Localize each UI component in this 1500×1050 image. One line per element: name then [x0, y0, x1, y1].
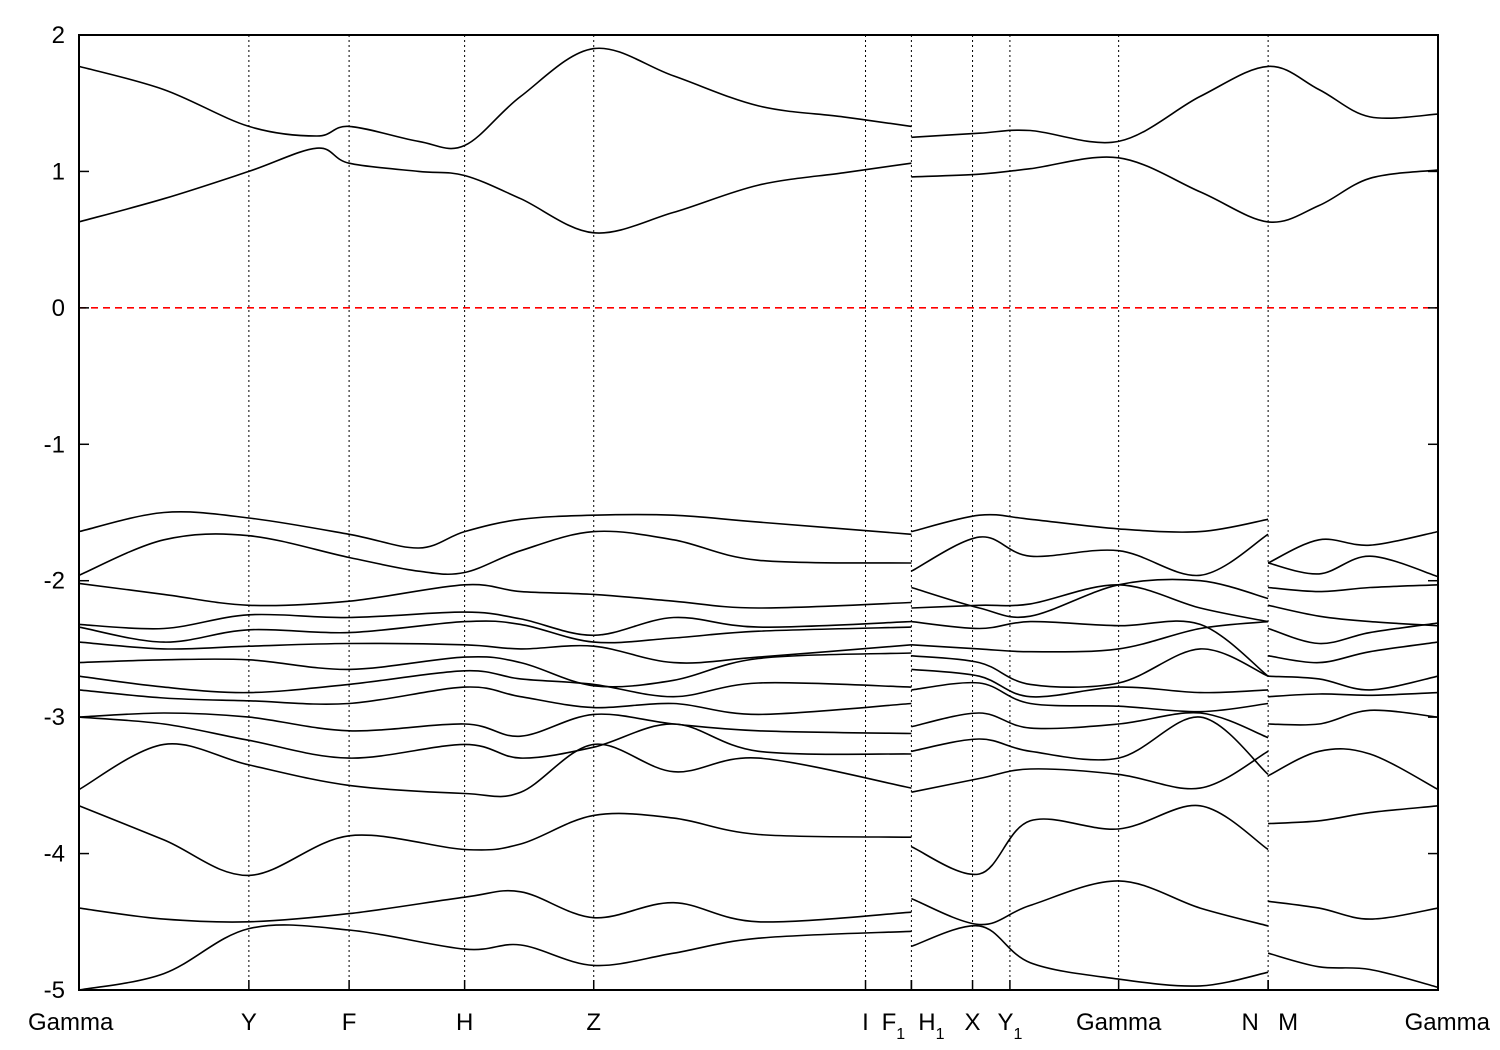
band-line: [911, 513, 1269, 533]
band-line: [911, 533, 1269, 577]
band-line: [911, 578, 1269, 619]
band-line: [78, 889, 912, 923]
band-line: [911, 65, 1439, 144]
x-tick-label: Gamma: [1076, 1009, 1162, 1036]
band-line: [78, 805, 912, 877]
x-tick-label: F1: [882, 1009, 906, 1043]
band-line: [78, 712, 912, 738]
y-tick-label: 0: [52, 295, 65, 322]
y-tick-label: 2: [52, 22, 65, 49]
band-line: [911, 648, 1269, 688]
x-tick-label: H1: [918, 1009, 944, 1043]
band-line: [1268, 675, 1439, 691]
band-line: [78, 147, 912, 234]
band-curves: [78, 47, 1439, 991]
x-tick-label: Y1: [997, 1009, 1022, 1043]
band-line: [911, 716, 1269, 776]
band-line: [911, 804, 1269, 876]
band-line: [911, 750, 1269, 793]
band-line: [911, 156, 1439, 223]
band-line: [1267, 748, 1439, 791]
x-tick-label: Z: [586, 1009, 601, 1036]
band-line: [78, 620, 912, 644]
band-line: [911, 924, 1269, 987]
band-line: [78, 716, 912, 759]
band-line: [1267, 604, 1439, 627]
y-tick-label: -5: [44, 977, 65, 1004]
band-line: [78, 924, 912, 991]
y-tick-label: -4: [44, 841, 65, 868]
band-line: [911, 880, 1269, 927]
x-tick-label: Gamma: [28, 1009, 114, 1036]
band-line: [911, 620, 1269, 653]
band-line: [78, 641, 912, 664]
band-line: [911, 583, 1269, 623]
x-tick-label: F: [342, 1009, 357, 1036]
band-line: [78, 686, 912, 716]
band-line: [911, 620, 1269, 677]
y-tick-label: -3: [44, 704, 65, 731]
band-line: [1267, 900, 1439, 920]
band-line: [1267, 641, 1439, 664]
y-tick-label: 1: [52, 158, 65, 185]
band-line: [78, 611, 912, 637]
band-line: [1268, 584, 1439, 593]
x-tick-label: M: [1278, 1009, 1298, 1036]
x-tick-label: X: [965, 1009, 981, 1036]
band-line: [1268, 805, 1439, 825]
band-line: [1268, 709, 1439, 726]
x-tick-label: Y: [241, 1009, 257, 1036]
band-line: [1267, 555, 1439, 578]
band-line: [78, 511, 912, 549]
band-line: [1268, 691, 1439, 698]
x-tick-label: Gamma: [1405, 1009, 1491, 1036]
band-line: [78, 530, 912, 577]
band-line: [78, 669, 912, 698]
band-line: [78, 652, 912, 688]
band-line: [78, 47, 912, 150]
y-axis: 2 1 0 -1 -2 -3 -4 -5: [44, 22, 1438, 1004]
band-line: [1267, 952, 1439, 989]
y-tick-label: -1: [44, 431, 65, 458]
band-line: [911, 711, 1269, 739]
plot-frame: [78, 34, 1439, 991]
y-tick-label: -2: [44, 568, 65, 595]
x-tick-label: N: [1241, 1009, 1258, 1036]
band-line: [78, 582, 912, 609]
band-line: [1267, 530, 1439, 564]
x-tick-label: H: [456, 1009, 473, 1036]
x-axis: Gamma Y F H Z I F1 H1 Y1 X Gamma N M Gamma: [28, 980, 1491, 1043]
band-line: [1267, 622, 1439, 645]
band-line: [78, 742, 912, 798]
x-tick-label: I: [862, 1009, 869, 1036]
k-point-grid-lines: [248, 35, 1269, 990]
band-line: [911, 681, 1269, 713]
band-line: [911, 668, 1269, 698]
